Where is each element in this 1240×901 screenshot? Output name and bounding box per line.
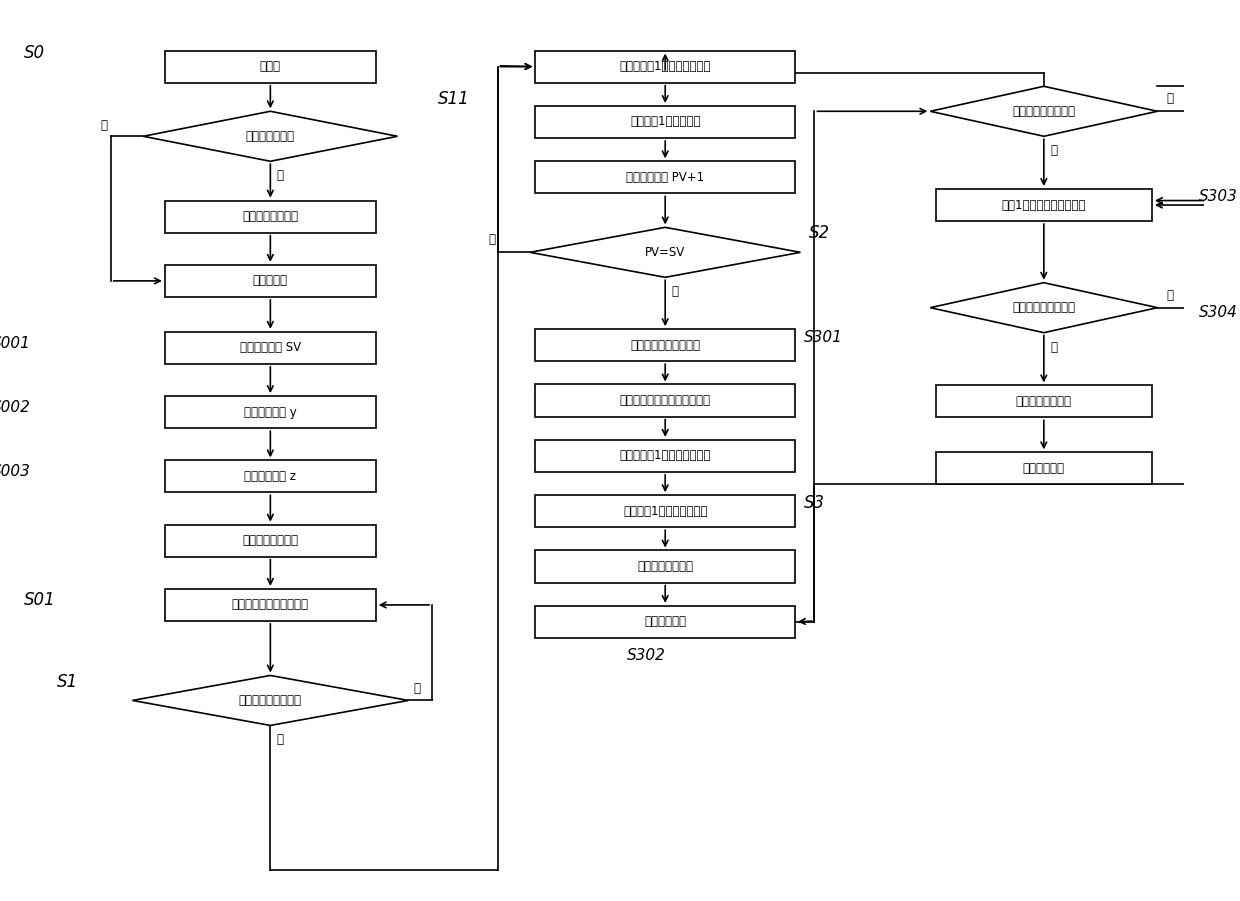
Text: 感应光电是否有信号: 感应光电是否有信号 [239,694,301,707]
Bar [165,524,376,557]
Text: S001: S001 [0,336,31,350]
Bar [536,161,795,194]
Text: 否: 否 [489,233,496,246]
Polygon shape [930,86,1157,136]
Text: S3: S3 [804,494,825,512]
Bar [165,589,376,621]
Text: 电机转动走1次停止距离长度: 电机转动走1次停止距离长度 [620,450,711,462]
Text: S304: S304 [1199,305,1238,320]
Text: 自动复位手动上料按钮: 自动复位手动上料按钮 [630,339,701,351]
Polygon shape [144,112,398,161]
Text: 自动复位允许清洗机送料按钮: 自动复位允许清洗机送料按钮 [620,394,711,407]
Text: S1: S1 [57,673,78,691]
Bar [536,551,795,583]
Text: S302: S302 [627,649,666,663]
Text: 电机走完1次排片距离: 电机走完1次排片距离 [630,115,701,129]
Bar [536,329,795,361]
Text: 初始化: 初始化 [260,60,280,73]
Text: 输出定位完成信号: 输出定位完成信号 [1016,395,1071,408]
Text: 设定排片距离 y: 设定排片距离 y [244,405,296,419]
Text: 输出排片完成信号: 输出排片完成信号 [637,560,693,573]
Bar [536,385,795,416]
Text: 电机转动走1次排片距离长度: 电机转动走1次排片距离长度 [620,60,711,73]
Text: S2: S2 [808,224,831,242]
Text: 定位排片完成: 定位排片完成 [1023,462,1065,475]
Text: 否: 否 [1166,93,1173,105]
Bar [536,106,795,138]
Text: S003: S003 [0,464,31,479]
Bar [165,265,376,297]
Polygon shape [529,227,801,278]
Text: 否: 否 [414,681,420,695]
Text: S11: S11 [438,90,470,108]
Text: S0: S0 [25,44,46,62]
Text: 是: 是 [672,286,678,298]
Text: 是: 是 [1050,341,1058,353]
Text: 平台是否有物料: 平台是否有物料 [246,130,295,142]
Text: 允许清洗机送料按钮点亮: 允许清洗机送料按钮点亮 [232,598,309,612]
Text: S301: S301 [804,330,842,344]
Text: 打开定位气缸: 打开定位气缸 [645,615,686,628]
Polygon shape [133,676,408,725]
Text: 初始化完成: 初始化完成 [253,275,288,287]
Text: 是: 是 [277,169,284,182]
Text: 手动上料按钮点亮: 手动上料按钮点亮 [242,534,299,547]
Bar [936,189,1152,221]
Text: 手动操作移除物料: 手动操作移除物料 [242,210,299,223]
Bar [536,440,795,472]
Text: S01: S01 [25,591,56,609]
Bar [936,452,1152,485]
Text: 延时1秒自动关闭定位气缸: 延时1秒自动关闭定位气缸 [1002,198,1086,212]
Text: 产品实际数量 PV+1: 产品实际数量 PV+1 [626,171,704,184]
Text: 电机走完1次停止距离长度: 电机走完1次停止距离长度 [622,505,708,518]
Text: 设定产品数量 SV: 设定产品数量 SV [239,341,301,354]
Text: 否: 否 [100,119,107,132]
Text: S303: S303 [1199,189,1238,205]
Bar [165,50,376,83]
Bar [536,50,795,83]
Bar [165,460,376,493]
Bar [536,605,795,638]
Bar [536,496,795,527]
Text: 定位气缸是否关到位: 定位气缸是否关到位 [1012,301,1075,314]
Text: 是: 是 [277,733,284,746]
Text: 设定停止距离 z: 设定停止距离 z [244,470,296,483]
Text: 定位气缸是否开到位: 定位气缸是否开到位 [1012,105,1075,118]
Bar [165,396,376,428]
Bar [165,332,376,364]
Text: 是: 是 [1050,144,1058,157]
Bar [936,386,1152,417]
Bar [165,201,376,232]
Polygon shape [930,283,1157,332]
Text: S002: S002 [0,400,31,415]
Text: 否: 否 [1166,288,1173,302]
Text: PV=SV: PV=SV [645,246,686,259]
